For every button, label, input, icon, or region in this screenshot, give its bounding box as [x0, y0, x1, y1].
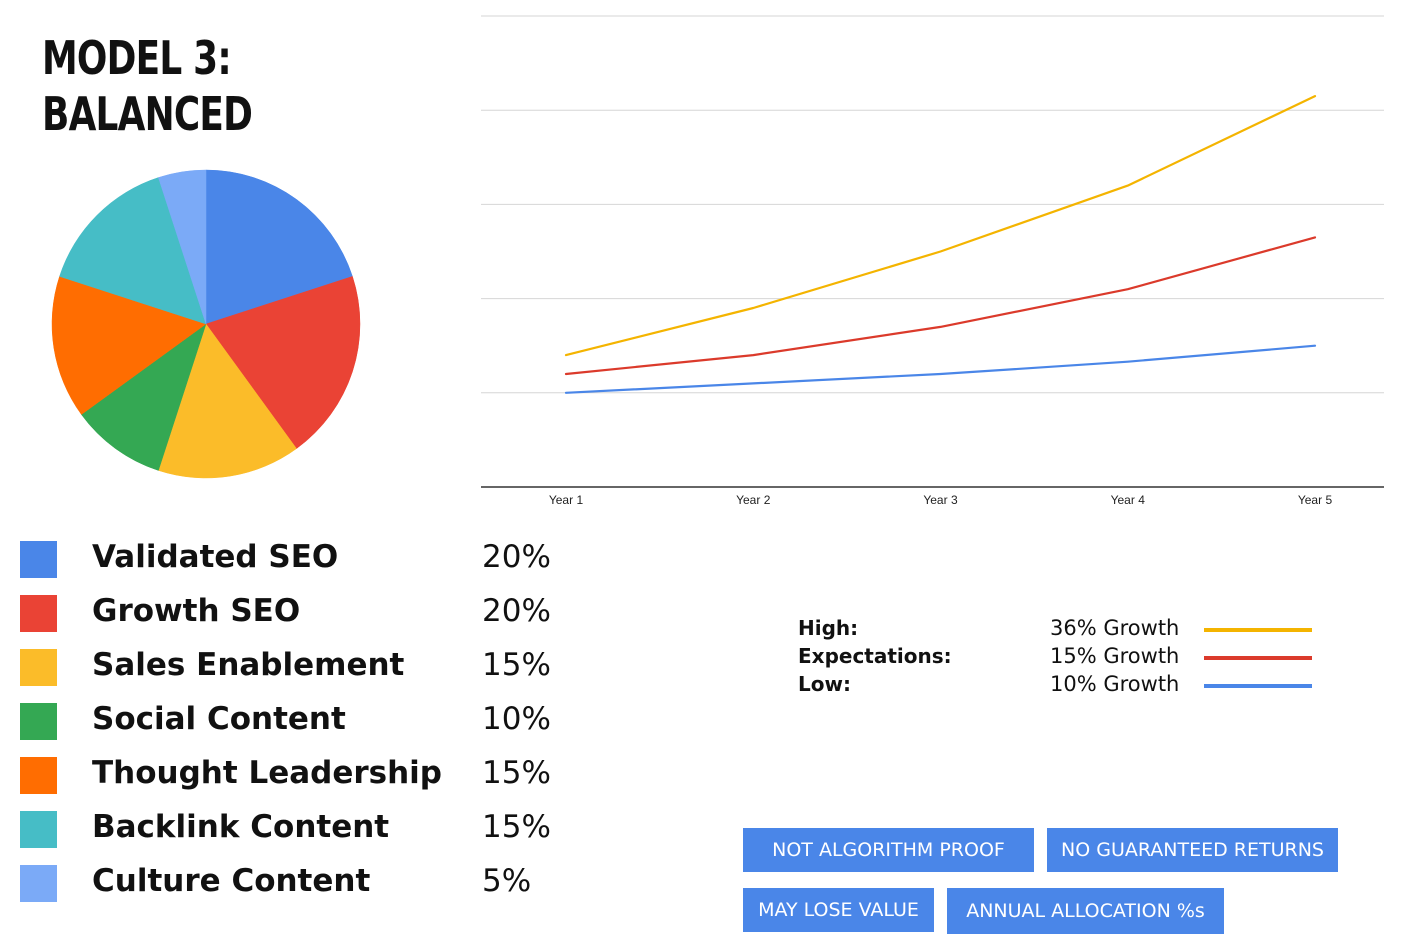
key-row-high: High: 36% Growth — [798, 616, 1328, 644]
legend-percent: 10% — [482, 701, 551, 737]
line-series-group — [564, 94, 1317, 394]
legend-swatch-culture-content — [20, 865, 57, 902]
line-series-low — [564, 344, 1317, 394]
legend-label: Validated SEO — [92, 539, 339, 575]
pie-slice-growth-seo — [205, 276, 361, 449]
legend-percent: 15% — [482, 755, 551, 791]
line-series-expectations — [564, 236, 1317, 376]
legend-item: Sales Enablement 15% — [20, 645, 580, 686]
annual-allocation-button[interactable]: ANNUAL ALLOCATION %s — [947, 888, 1224, 934]
x-tick-label: Year 3 — [923, 493, 958, 507]
legend-percent: 20% — [482, 593, 551, 629]
x-tick-label: Year 5 — [1298, 493, 1333, 507]
legend-label: Backlink Content — [92, 809, 390, 845]
pie-slice-social-content — [81, 323, 207, 471]
no-guaranteed-returns-button[interactable]: NO GUARANTEED RETURNS — [1047, 828, 1338, 872]
line-chart-key: High: 36% Growth Expectations: 15% Growt… — [798, 616, 1328, 706]
growth-line-chart: Year 1 Year 2 Year 3 Year 4 Year 5 — [481, 15, 1384, 507]
key-row-expectations: Expectations: 15% Growth — [798, 644, 1328, 672]
key-value: 36% Growth — [1050, 616, 1180, 640]
line-series-high — [564, 94, 1317, 357]
pie-slice-sales-enablement — [158, 323, 297, 479]
legend-item: Culture Content 5% — [20, 861, 580, 902]
x-axis-tick-labels: Year 1 Year 2 Year 3 Year 4 Year 5 — [549, 493, 1333, 507]
legend-item: Validated SEO 20% — [20, 537, 580, 578]
legend-swatch-validated-seo — [20, 541, 57, 578]
legend-swatch-backlink-content — [20, 811, 57, 848]
pie-slice-validated-seo — [205, 169, 353, 325]
legend-label: Growth SEO — [92, 593, 301, 629]
pie-slice-culture-content — [158, 169, 207, 325]
key-label: High: — [798, 616, 859, 640]
line-chart-gridlines — [481, 15, 1384, 394]
legend-item: Growth SEO 20% — [20, 591, 580, 632]
key-label: Expectations: — [798, 644, 952, 668]
page-title: MODEL 3: BALANCED — [42, 30, 253, 142]
legend-swatch-social-content — [20, 703, 57, 740]
title-line-1: MODEL 3: — [42, 31, 232, 85]
allocation-pie-chart — [51, 169, 361, 479]
legend-percent: 20% — [482, 539, 551, 575]
legend-label: Social Content — [92, 701, 346, 737]
key-row-low: Low: 10% Growth — [798, 672, 1328, 700]
key-label: Low: — [798, 672, 851, 696]
legend-percent: 15% — [482, 809, 551, 845]
legend-item: Backlink Content 15% — [20, 807, 580, 848]
legend-percent: 5% — [482, 863, 532, 899]
not-algorithm-proof-button[interactable]: NOT ALGORITHM PROOF — [743, 828, 1034, 872]
pie-slice-thought-leadership — [51, 276, 207, 415]
legend-label: Sales Enablement — [92, 647, 405, 683]
key-line-swatch — [1204, 684, 1312, 688]
key-line-swatch — [1204, 628, 1312, 632]
legend-item: Social Content 10% — [20, 699, 580, 740]
x-tick-label: Year 2 — [736, 493, 771, 507]
x-tick-label: Year 4 — [1111, 493, 1146, 507]
may-lose-value-button[interactable]: MAY LOSE VALUE — [743, 888, 934, 932]
x-tick-label: Year 1 — [549, 493, 584, 507]
key-value: 10% Growth — [1050, 672, 1180, 696]
legend-percent: 15% — [482, 647, 551, 683]
legend-label: Thought Leadership — [92, 755, 442, 791]
title-line-2: BALANCED — [42, 87, 253, 141]
key-value: 15% Growth — [1050, 644, 1180, 668]
legend-swatch-thought-leadership — [20, 757, 57, 794]
legend-item: Thought Leadership 15% — [20, 753, 580, 794]
pie-slice-backlink-content — [59, 177, 207, 325]
legend-swatch-sales-enablement — [20, 649, 57, 686]
legend-label: Culture Content — [92, 863, 371, 899]
legend-swatch-growth-seo — [20, 595, 57, 632]
key-line-swatch — [1204, 656, 1312, 660]
